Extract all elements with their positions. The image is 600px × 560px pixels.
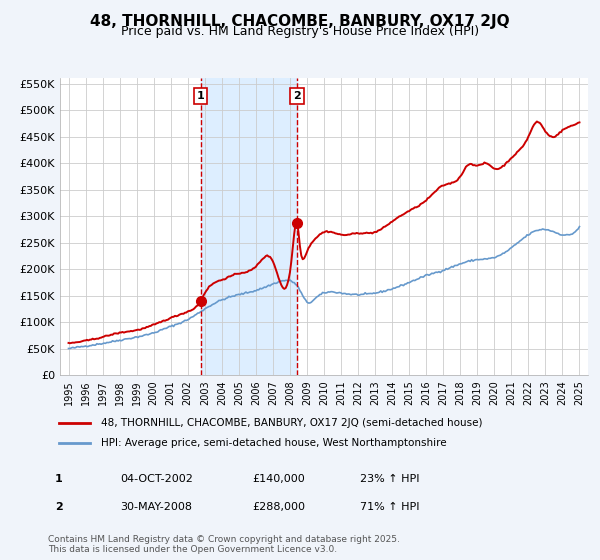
Text: Contains HM Land Registry data © Crown copyright and database right 2025.
This d: Contains HM Land Registry data © Crown c… [48, 535, 400, 554]
Text: Price paid vs. HM Land Registry's House Price Index (HPI): Price paid vs. HM Land Registry's House … [121, 25, 479, 38]
Text: £140,000: £140,000 [252, 474, 305, 484]
Text: 30-MAY-2008: 30-MAY-2008 [120, 502, 192, 512]
Text: £288,000: £288,000 [252, 502, 305, 512]
Text: 1: 1 [55, 474, 62, 484]
Text: 48, THORNHILL, CHACOMBE, BANBURY, OX17 2JQ (semi-detached house): 48, THORNHILL, CHACOMBE, BANBURY, OX17 2… [101, 418, 482, 428]
Bar [200, 78, 297, 375]
Text: 2: 2 [55, 502, 62, 512]
Text: 04-OCT-2002: 04-OCT-2002 [120, 474, 193, 484]
Text: 23% ↑ HPI: 23% ↑ HPI [360, 474, 419, 484]
Text: 71% ↑ HPI: 71% ↑ HPI [360, 502, 419, 512]
Text: 48, THORNHILL, CHACOMBE, BANBURY, OX17 2JQ: 48, THORNHILL, CHACOMBE, BANBURY, OX17 2… [90, 14, 510, 29]
Text: 1: 1 [197, 91, 205, 101]
Text: HPI: Average price, semi-detached house, West Northamptonshire: HPI: Average price, semi-detached house,… [101, 438, 446, 448]
Text: 2: 2 [293, 91, 301, 101]
